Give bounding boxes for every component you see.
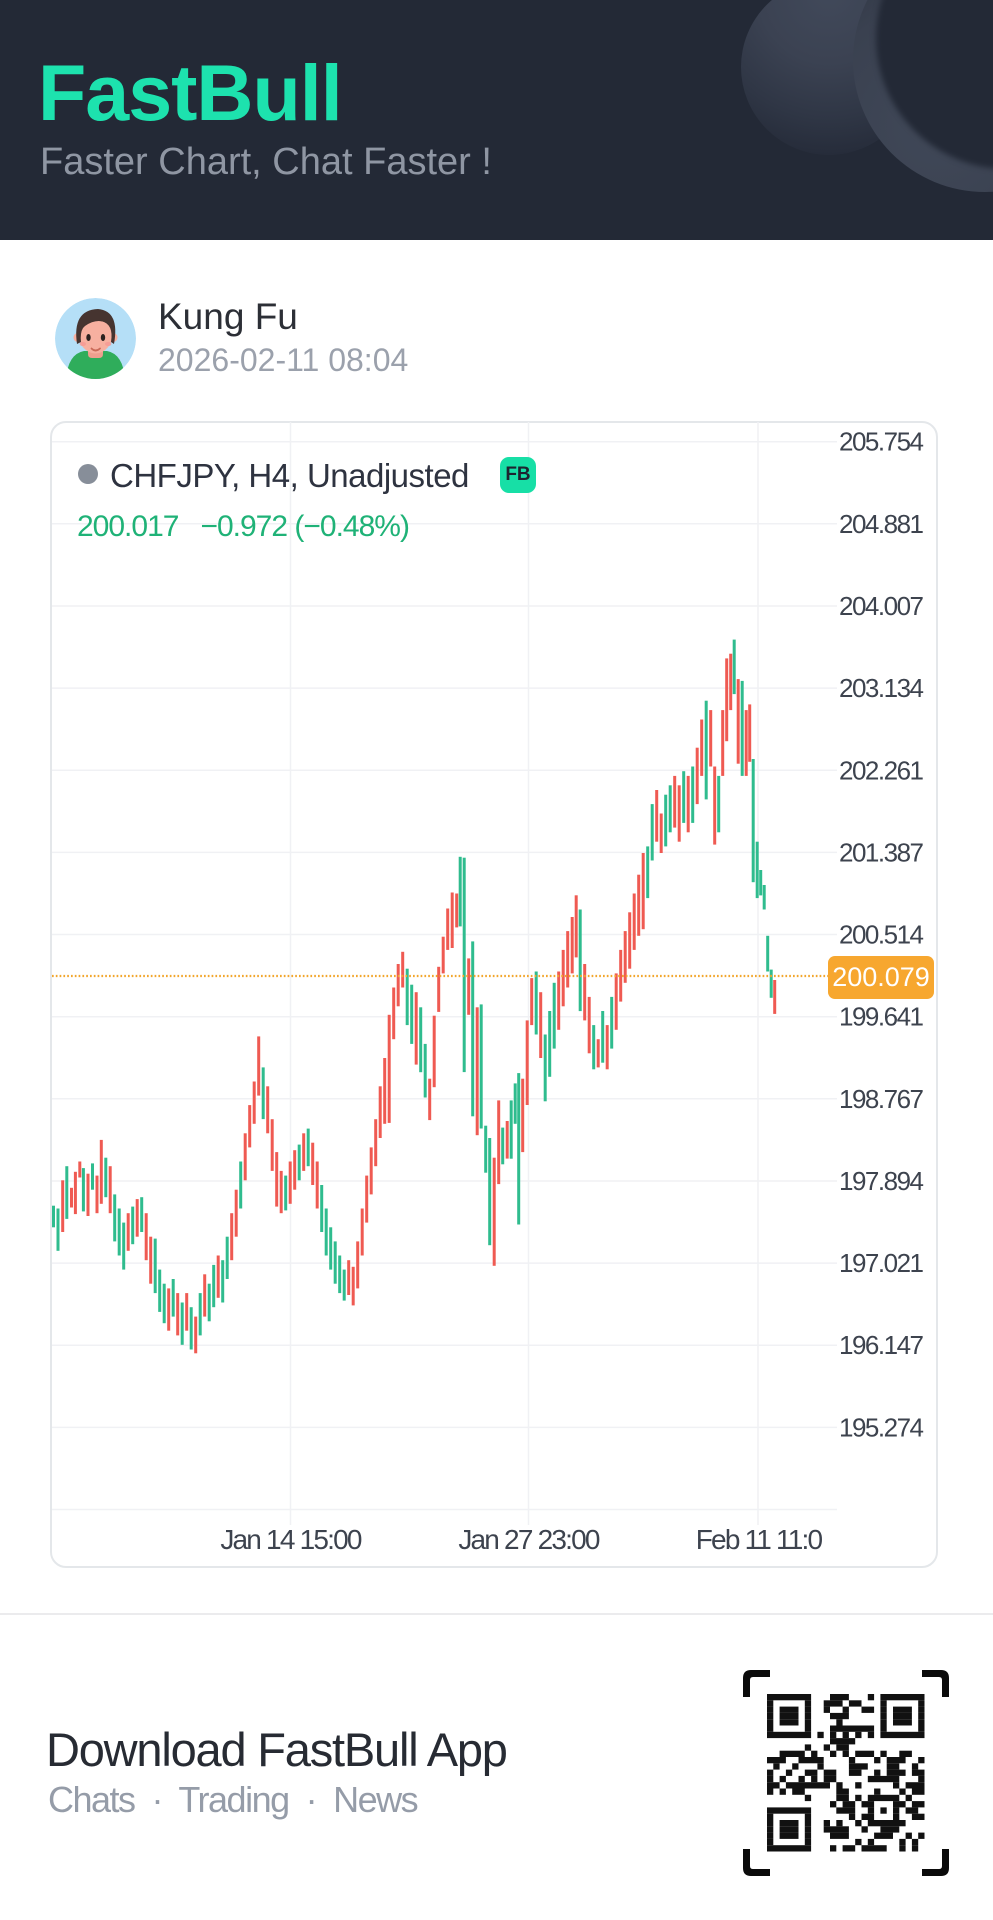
svg-text:199.641: 199.641: [839, 1002, 924, 1032]
svg-text:201.387: 201.387: [839, 837, 924, 867]
svg-text:197.021: 197.021: [839, 1248, 924, 1278]
svg-text:204.881: 204.881: [839, 509, 924, 539]
svg-text:203.134: 203.134: [839, 673, 924, 703]
svg-text:205.754: 205.754: [839, 427, 924, 457]
svg-text:Jan 14 15:00: Jan 14 15:00: [220, 1524, 362, 1555]
svg-text:196.147: 196.147: [839, 1330, 924, 1360]
svg-text:Feb 11 11:0: Feb 11 11:0: [696, 1524, 823, 1555]
svg-text:200.514: 200.514: [839, 920, 924, 950]
svg-text:195.274: 195.274: [839, 1412, 924, 1442]
svg-text:198.767: 198.767: [839, 1084, 924, 1114]
svg-text:197.894: 197.894: [839, 1166, 924, 1196]
svg-text:202.261: 202.261: [839, 755, 924, 785]
svg-text:Jan 27 23:00: Jan 27 23:00: [458, 1524, 600, 1555]
svg-text:204.007: 204.007: [839, 591, 924, 621]
